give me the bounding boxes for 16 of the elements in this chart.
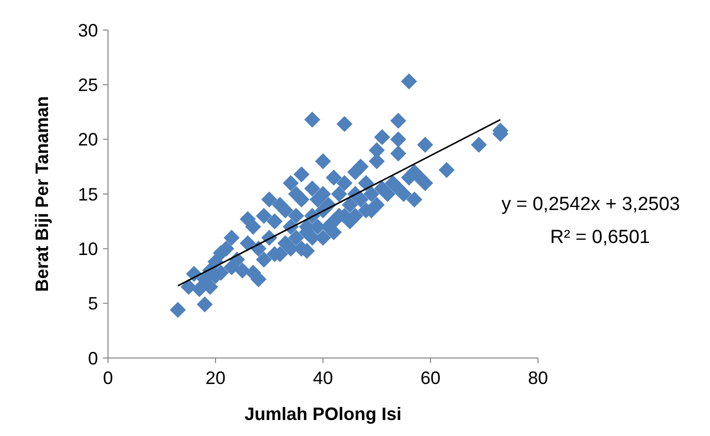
x-axis-title: Jumlah POlong Isi <box>244 404 402 424</box>
y-tick-label: 30 <box>78 20 98 40</box>
y-tick-label: 25 <box>78 74 98 95</box>
x-tick-label: 40 <box>312 368 334 388</box>
y-axis-title: Berat Biji Per Tanaman <box>32 96 52 292</box>
annotation: y = 0,2542x + 3,2503 <box>501 194 680 215</box>
x-tick-label: 80 <box>528 368 548 388</box>
y-tick-label: 10 <box>78 238 98 259</box>
x-tick-label: 0 <box>102 368 114 388</box>
y-tick-label: 15 <box>78 184 98 204</box>
y-tick-label: 5 <box>88 294 98 314</box>
y-tick-label: 20 <box>78 130 98 150</box>
x-tick-label: 60 <box>420 368 441 388</box>
x-tick-label: 20 <box>205 368 226 388</box>
text: R² = 0,6501 <box>550 227 650 248</box>
y-tick-label: 0 <box>88 348 98 368</box>
